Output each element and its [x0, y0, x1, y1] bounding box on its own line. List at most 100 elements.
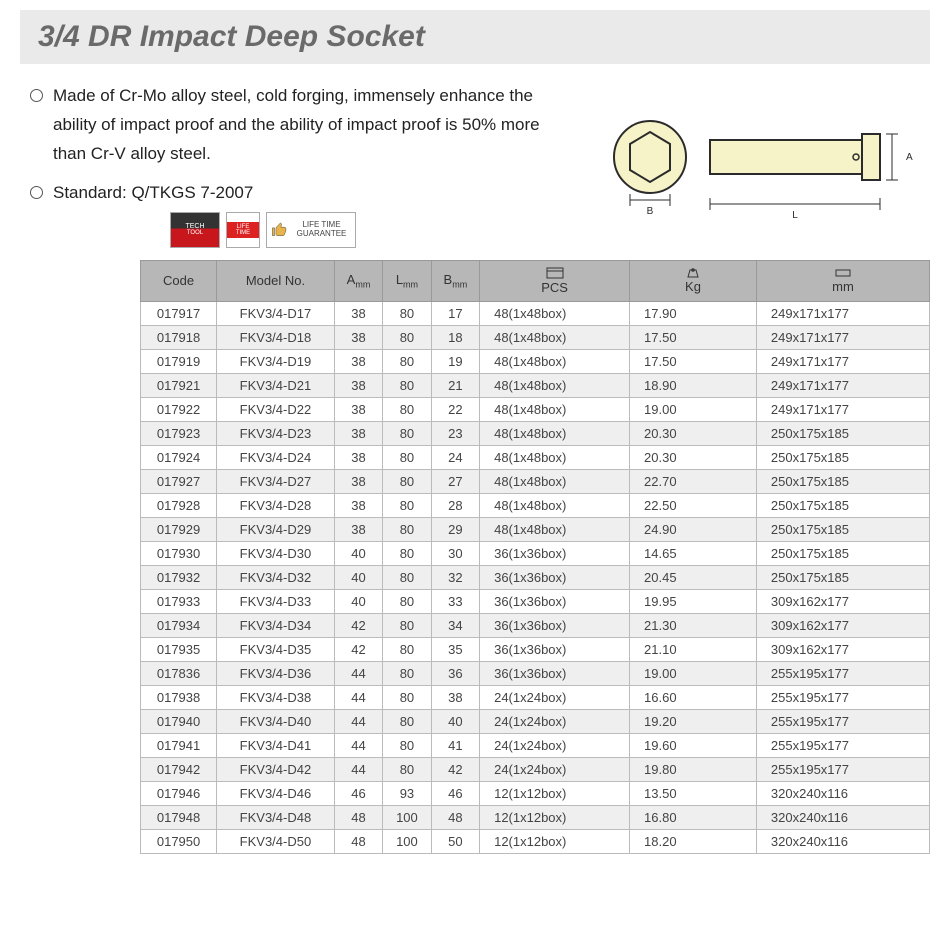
table-cell: FKV3/4-D24	[217, 445, 335, 469]
table-cell: FKV3/4-D28	[217, 493, 335, 517]
table-cell: 33	[431, 589, 479, 613]
th-pcs: PCS	[480, 260, 630, 301]
table-cell: 80	[383, 517, 431, 541]
table-cell: 93	[383, 781, 431, 805]
table-row: 017948FKV3/4-D48481004812(1x12box)16.803…	[141, 805, 930, 829]
table-cell: 017930	[141, 541, 217, 565]
table-row: 017918FKV3/4-D1838801848(1x48box)17.5024…	[141, 325, 930, 349]
table-row: 017932FKV3/4-D3240803236(1x36box)20.4525…	[141, 565, 930, 589]
table-cell: 017922	[141, 397, 217, 421]
table-cell: 32	[431, 565, 479, 589]
table-cell: 250x175x185	[756, 541, 929, 565]
table-cell: 250x175x185	[756, 469, 929, 493]
table-cell: FKV3/4-D41	[217, 733, 335, 757]
table-cell: 017836	[141, 661, 217, 685]
bullet-item: Standard: Q/TKGS 7-2007	[30, 179, 570, 208]
table-cell: 24(1x24box)	[480, 757, 630, 781]
table-cell: 309x162x177	[756, 589, 929, 613]
top-section: Made of Cr-Mo alloy steel, cold forging,…	[20, 82, 930, 248]
table-row: 017946FKV3/4-D4646934612(1x12box)13.5032…	[141, 781, 930, 805]
table-cell: FKV3/4-D34	[217, 613, 335, 637]
table-row: 017919FKV3/4-D1938801948(1x48box)17.5024…	[141, 349, 930, 373]
lifetime-badge: LIFE TIME	[226, 212, 260, 248]
table-cell: 80	[383, 349, 431, 373]
table-cell: 80	[383, 733, 431, 757]
table-cell: 41	[431, 733, 479, 757]
table-cell: FKV3/4-D48	[217, 805, 335, 829]
table-cell: 17.50	[630, 349, 757, 373]
box-icon	[546, 267, 564, 279]
table-cell: 48(1x48box)	[480, 373, 630, 397]
table-cell: 017932	[141, 565, 217, 589]
th-l: Lmm	[383, 260, 431, 301]
table-cell: 100	[383, 829, 431, 853]
table-cell: 017927	[141, 469, 217, 493]
table-cell: 017935	[141, 637, 217, 661]
table-cell: 44	[334, 757, 382, 781]
table-cell: 250x175x185	[756, 421, 929, 445]
table-cell: 17.50	[630, 325, 757, 349]
table-cell: 16.80	[630, 805, 757, 829]
table-cell: 80	[383, 325, 431, 349]
table-cell: 42	[334, 637, 382, 661]
th-code: Code	[141, 260, 217, 301]
table-cell: 017946	[141, 781, 217, 805]
table-cell: 36(1x36box)	[480, 661, 630, 685]
table-cell: 18	[431, 325, 479, 349]
table-cell: 18.90	[630, 373, 757, 397]
table-cell: FKV3/4-D27	[217, 469, 335, 493]
table-cell: 80	[383, 589, 431, 613]
table-cell: 48	[431, 805, 479, 829]
table-cell: 017919	[141, 349, 217, 373]
th-kg: Kg	[630, 260, 757, 301]
table-cell: 21.10	[630, 637, 757, 661]
table-cell: 309x162x177	[756, 613, 929, 637]
table-cell: FKV3/4-D32	[217, 565, 335, 589]
table-cell: 20.45	[630, 565, 757, 589]
table-cell: 17.90	[630, 301, 757, 325]
dimension-icon	[834, 268, 852, 278]
table-cell: 017921	[141, 373, 217, 397]
table-cell: 18.20	[630, 829, 757, 853]
table-cell: 249x171x177	[756, 397, 929, 421]
description-column: Made of Cr-Mo alloy steel, cold forging,…	[30, 82, 570, 248]
table-cell: 017941	[141, 733, 217, 757]
table-row: 017836FKV3/4-D3644803636(1x36box)19.0025…	[141, 661, 930, 685]
table-cell: 80	[383, 757, 431, 781]
bullet-text: Made of Cr-Mo alloy steel, cold forging,…	[53, 82, 570, 169]
th-b: Bmm	[431, 260, 479, 301]
table-cell: 24.90	[630, 517, 757, 541]
table-cell: 320x240x116	[756, 805, 929, 829]
table-cell: 80	[383, 685, 431, 709]
table-cell: FKV3/4-D18	[217, 325, 335, 349]
table-cell: 80	[383, 301, 431, 325]
table-cell: 017933	[141, 589, 217, 613]
table-cell: 320x240x116	[756, 781, 929, 805]
table-cell: 80	[383, 613, 431, 637]
brand-badge: TECHTOOL	[170, 212, 220, 248]
table-cell: 38	[334, 421, 382, 445]
table-cell: FKV3/4-D22	[217, 397, 335, 421]
table-cell: 22.50	[630, 493, 757, 517]
table-cell: 255x195x177	[756, 709, 929, 733]
table-cell: 38	[334, 445, 382, 469]
table-cell: 80	[383, 373, 431, 397]
th-a: Amm	[334, 260, 382, 301]
guarantee-badge: LIFE TIME GUARANTEE	[266, 212, 356, 248]
table-cell: FKV3/4-D46	[217, 781, 335, 805]
spec-table: Code Model No. Amm Lmm Bmm PCS Kg mm	[140, 260, 930, 854]
table-cell: 48(1x48box)	[480, 301, 630, 325]
table-header: Code Model No. Amm Lmm Bmm PCS Kg mm	[141, 260, 930, 301]
table-cell: 100	[383, 805, 431, 829]
table-cell: 40	[334, 565, 382, 589]
table-cell: 48(1x48box)	[480, 445, 630, 469]
table-cell: 250x175x185	[756, 565, 929, 589]
table-cell: 42	[334, 613, 382, 637]
table-cell: FKV3/4-D23	[217, 421, 335, 445]
table-cell: 80	[383, 445, 431, 469]
table-cell: 249x171x177	[756, 325, 929, 349]
table-cell: 80	[383, 661, 431, 685]
table-cell: 40	[334, 589, 382, 613]
table-cell: 20.30	[630, 445, 757, 469]
table-cell: 017924	[141, 445, 217, 469]
